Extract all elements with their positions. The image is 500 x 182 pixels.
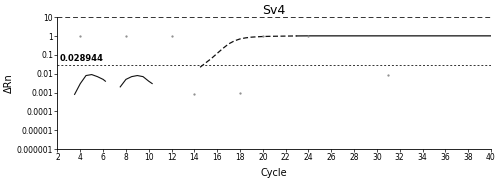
Text: 0.028944: 0.028944 [60, 54, 104, 63]
X-axis label: Cycle: Cycle [261, 168, 287, 178]
Title: Sv4: Sv4 [262, 4, 286, 17]
Y-axis label: ΔRn: ΔRn [4, 73, 14, 93]
